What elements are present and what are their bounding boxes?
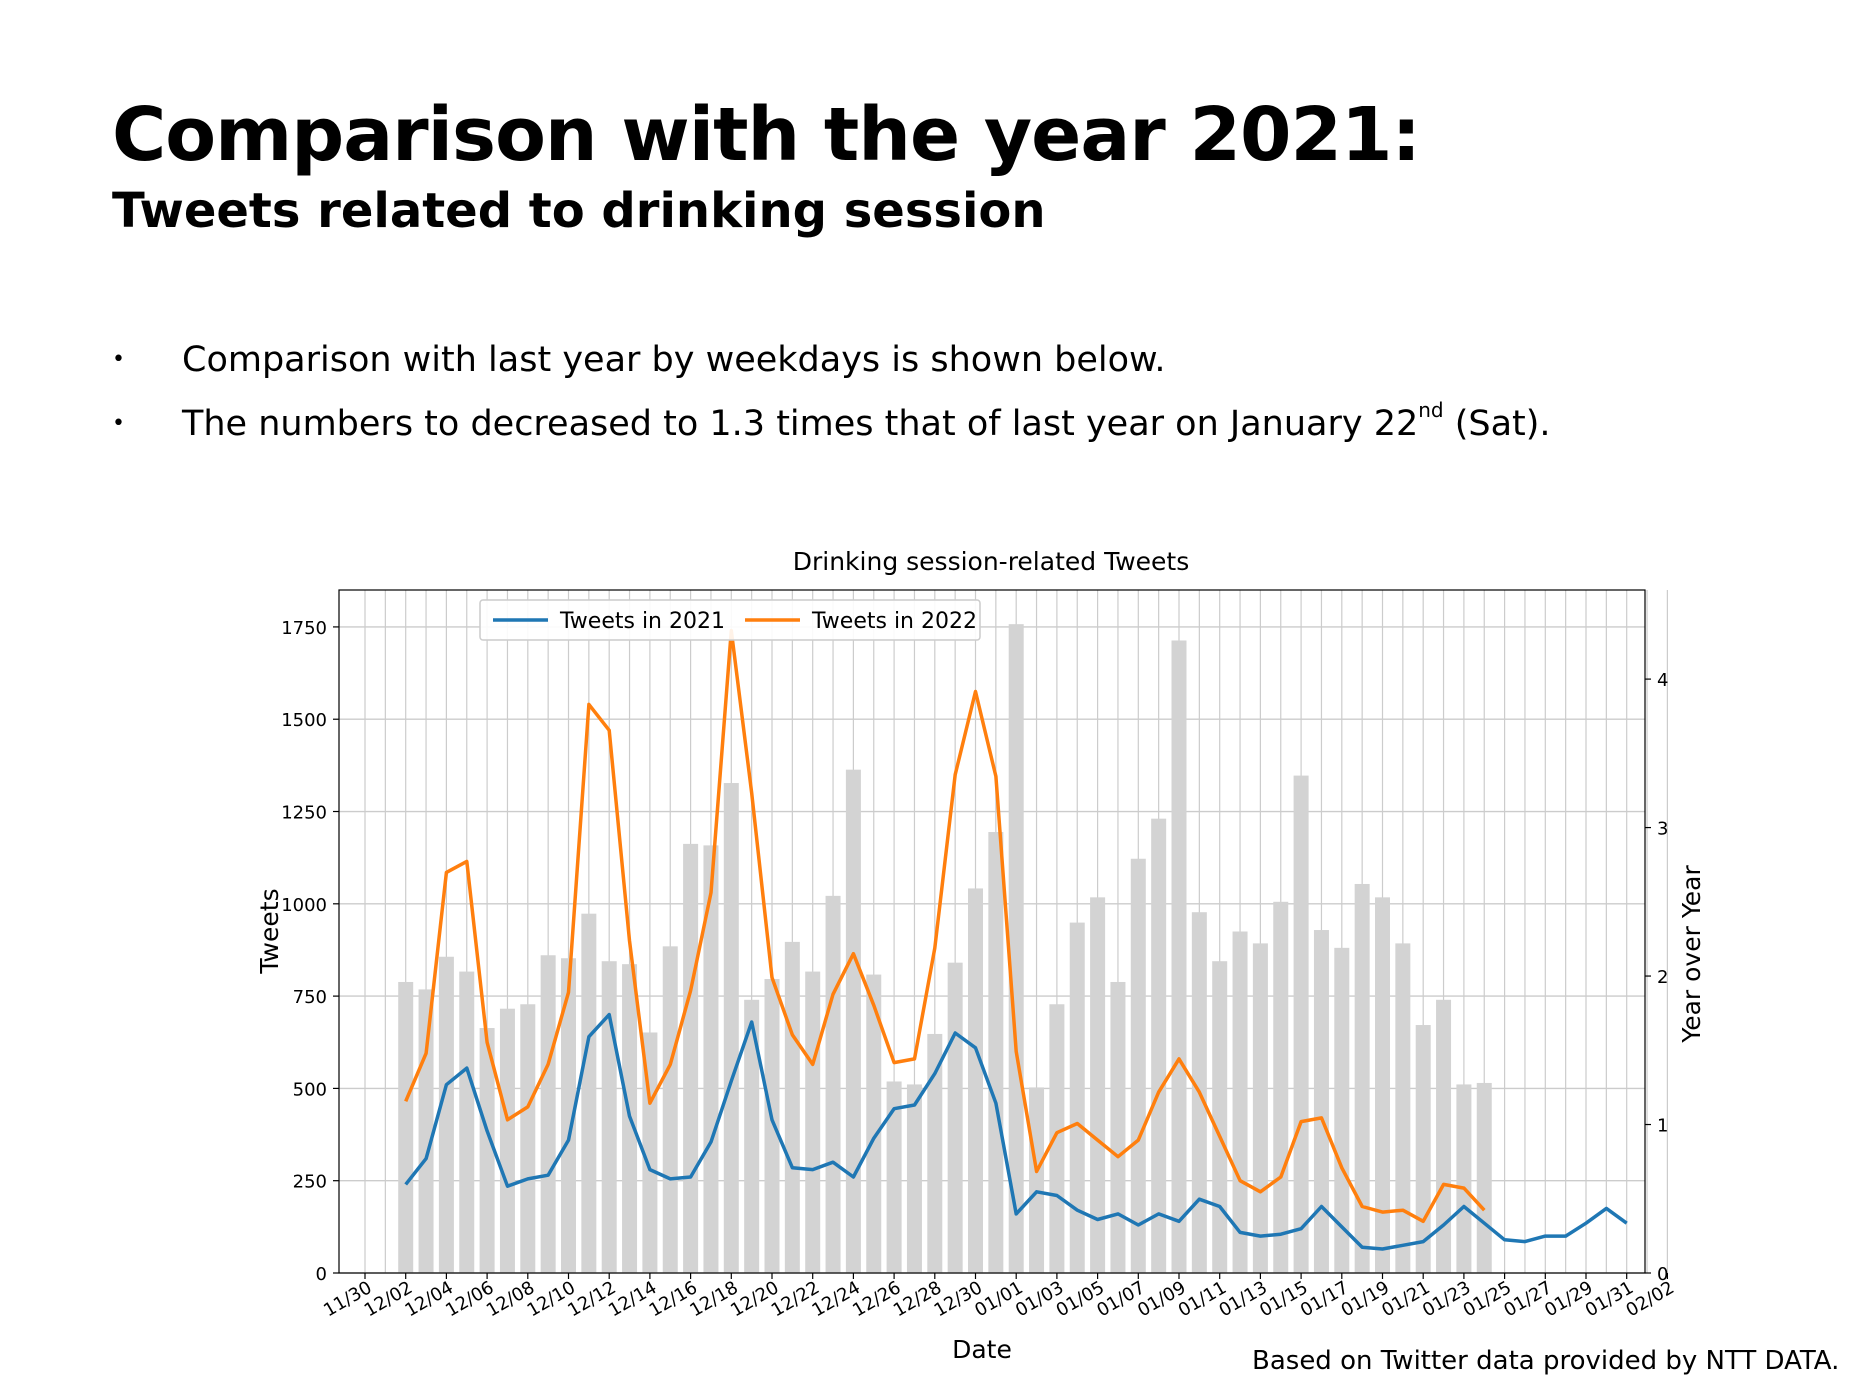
y2-tick-label: 4 <box>1657 670 1668 691</box>
y-axis-right: 0 1 2 3 4 <box>1645 670 1668 1285</box>
yoy-bar <box>1456 1084 1472 1273</box>
y-tick-label: 750 <box>293 987 327 1008</box>
yoy-bar <box>1049 1004 1065 1273</box>
yoy-bar <box>988 832 1004 1273</box>
yoy-bar <box>1212 961 1228 1273</box>
yoy-bar <box>438 956 454 1273</box>
yoy-bar <box>418 989 434 1273</box>
line-2022 <box>404 628 1486 1224</box>
bullet-superscript: nd <box>1418 398 1444 422</box>
yoy-bar <box>866 974 882 1273</box>
yoy-bar <box>1476 1082 1492 1273</box>
bullet-dot: • <box>112 347 125 372</box>
yoy-bar <box>479 1028 495 1273</box>
y-tick-label: 500 <box>293 1079 327 1100</box>
bullet-text: Comparison with last year by weekdays is… <box>182 340 1166 380</box>
yoy-bar <box>703 845 719 1273</box>
x-tick-label: 02/02 <box>1622 1277 1677 1321</box>
yoy-bar <box>1436 999 1452 1273</box>
yoy-bar <box>886 1081 902 1273</box>
yoy-bar <box>581 913 597 1273</box>
yoy-bar <box>499 1008 515 1273</box>
yoy-bar <box>398 981 414 1273</box>
x-axis-label: Date <box>952 1335 1012 1364</box>
yoy-bar <box>459 971 475 1273</box>
y2-tick-label: 2 <box>1657 967 1668 988</box>
yoy-bar <box>662 946 678 1273</box>
y-axis-left: 0 250 500 750 1000 1250 1500 1750 <box>281 618 339 1285</box>
yoy-bar <box>1090 897 1106 1273</box>
x-axis: 11/3012/0212/0412/0612/0812/1012/1212/14… <box>320 1273 1678 1321</box>
yoy-bar <box>1354 883 1370 1273</box>
plot-frame <box>338 589 1646 1274</box>
legend-label-2021: Tweets in 2021 <box>559 609 725 634</box>
y-tick-label: 1750 <box>281 618 327 639</box>
chart-title: Drinking session-related Tweets <box>793 547 1190 576</box>
yoy-bar <box>1313 930 1329 1273</box>
yoy-bar <box>1171 640 1187 1273</box>
yoy-bar <box>1130 858 1146 1273</box>
yoy-bar <box>764 979 780 1273</box>
bullet-dot: • <box>112 411 125 436</box>
bullet-text-part: (Sat). <box>1443 404 1551 444</box>
y-tick-label: 1000 <box>281 895 327 916</box>
yoy-bar <box>1110 981 1126 1273</box>
yoy-bar <box>906 1084 922 1273</box>
tweet-lines <box>404 628 1628 1251</box>
yoy-bar <box>723 783 739 1273</box>
yoy-bar <box>845 769 861 1273</box>
yoy-bar <box>1069 922 1085 1273</box>
yoy-bar <box>1232 931 1248 1273</box>
yoy-bar <box>520 1004 536 1273</box>
y-tick-label: 250 <box>293 1172 327 1193</box>
yoy-bar <box>1252 943 1268 1273</box>
yoy-bar <box>1029 1087 1045 1273</box>
yoy-bar <box>784 941 800 1273</box>
y2-tick-label: 0 <box>1657 1264 1668 1285</box>
yoy-bar <box>1395 943 1411 1273</box>
y2-tick-label: 3 <box>1657 819 1668 840</box>
legend: Tweets in 2021 Tweets in 2022 <box>479 599 981 641</box>
y-tick-label: 1500 <box>281 710 327 731</box>
yoy-bar <box>683 843 699 1273</box>
page-title: Comparison with the year 2021: <box>112 92 1421 178</box>
yoy-bar <box>1293 775 1309 1273</box>
yoy-bar <box>947 962 963 1273</box>
yoy-bar <box>540 955 556 1273</box>
y2-axis-label: Year over Year <box>1677 865 1706 1044</box>
yoy-bar <box>601 961 617 1273</box>
yoy-bar <box>825 895 841 1273</box>
y-tick-label: 1250 <box>281 803 327 824</box>
page-subtitle: Tweets related to drinking session <box>112 183 1046 239</box>
yoy-bar <box>1273 901 1289 1273</box>
y2-tick-label: 1 <box>1657 1116 1668 1137</box>
yoy-bar <box>561 958 576 1273</box>
source-note: Based on Twitter data provided by NTT DA… <box>1252 1346 1840 1376</box>
yoy-bar <box>1008 624 1024 1273</box>
yoy-bar <box>1151 818 1167 1273</box>
yoy-bar <box>1334 947 1350 1273</box>
yoy-bars <box>398 624 1492 1273</box>
y-axis-label: Tweets <box>255 888 284 974</box>
bullet-text: The numbers to decreased to 1.3 times th… <box>182 400 1551 448</box>
yoy-bar <box>968 888 983 1273</box>
y-tick-label: 0 <box>316 1264 327 1285</box>
bullet-text-part: The numbers to decreased to 1.3 times th… <box>182 404 1419 444</box>
legend-label-2022: Tweets in 2022 <box>811 609 977 634</box>
legend-box <box>479 599 981 641</box>
yoy-bar <box>744 999 760 1273</box>
yoy-bar <box>805 971 821 1273</box>
line-2021 <box>404 1012 1628 1251</box>
yoy-bar <box>1375 897 1390 1273</box>
yoy-bar <box>927 1033 943 1273</box>
